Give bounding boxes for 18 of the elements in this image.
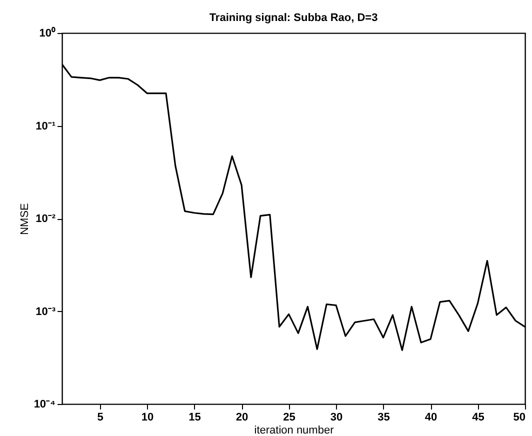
y-tick-label: 10⁻³ bbox=[36, 306, 56, 318]
x-tick-label: 20 bbox=[236, 412, 248, 424]
y-tick-label: 10⁰ bbox=[39, 26, 56, 40]
x-tick-label: 5 bbox=[97, 412, 104, 424]
x-tick-label: 10 bbox=[141, 412, 154, 424]
x-tick-label: 35 bbox=[378, 412, 390, 424]
x-tick-label: 40 bbox=[424, 412, 438, 424]
x-tick-label: 45 bbox=[472, 412, 484, 424]
x-tick-label: 50 bbox=[513, 412, 526, 424]
x-tick-label: 25 bbox=[283, 412, 296, 424]
x-tick-label: 30 bbox=[330, 412, 343, 424]
y-tick-label: 10⁻² bbox=[36, 213, 56, 225]
y-tick-label: 10⁻⁴ bbox=[34, 398, 56, 410]
y-tick-label: 10⁻¹ bbox=[36, 120, 56, 132]
y-axis-title: NMSE bbox=[18, 203, 31, 235]
x-tick-label: 15 bbox=[188, 412, 201, 424]
chart-title: Training signal: Subba Rao, D=3 bbox=[209, 12, 378, 24]
x-axis-title: iteration number bbox=[254, 424, 334, 436]
